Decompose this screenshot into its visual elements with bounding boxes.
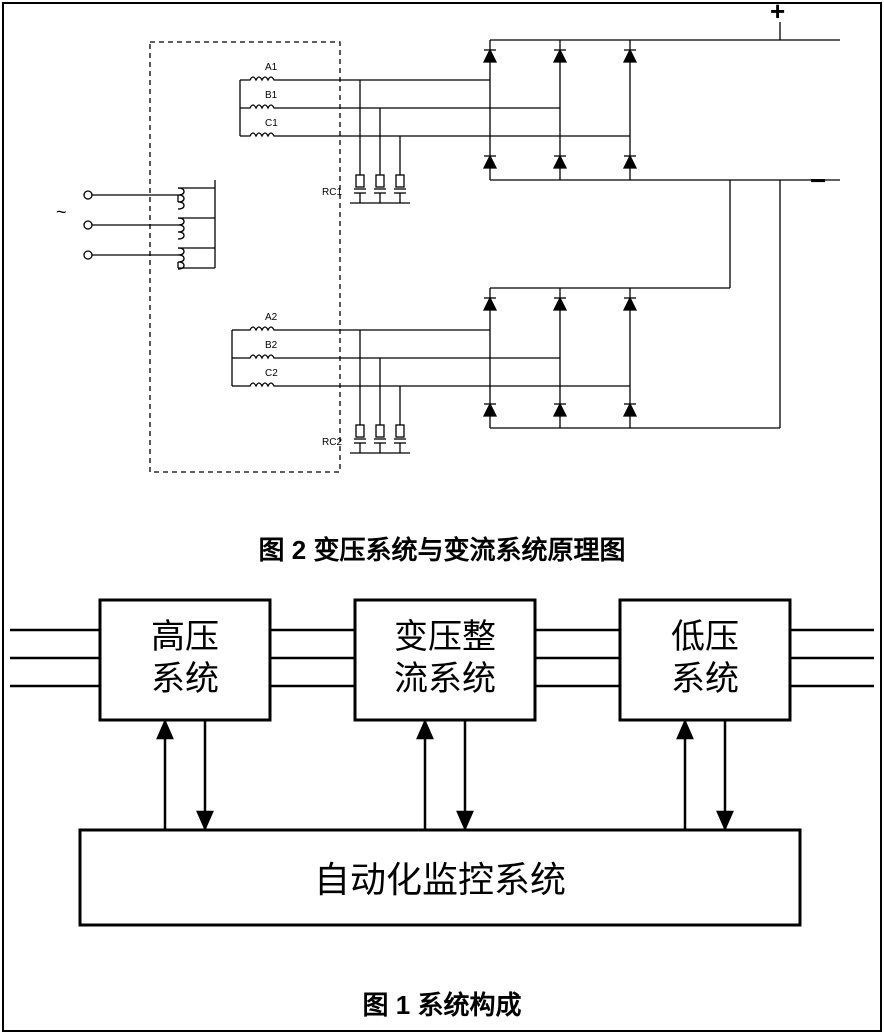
svg-text:+: +	[770, 0, 785, 26]
svg-text:B1: B1	[265, 90, 278, 101]
svg-text:A1: A1	[265, 62, 278, 73]
lv-box-line2: 系统	[671, 660, 739, 698]
ac-symbol: ~	[56, 202, 67, 222]
automation-box-label: 自动化监控系统	[314, 859, 566, 900]
block-diagram: 高压 系统 变压整 流系统 低压 系统 自动化监控系统	[0, 580, 884, 980]
hv-box-line1: 高压	[151, 618, 219, 656]
svg-text:A2: A2	[265, 312, 278, 323]
figure2-caption: 图 2 变压系统与变流系统原理图	[0, 530, 884, 567]
hv-box-line2: 系统	[151, 660, 219, 698]
circuit-schematic: ~	[0, 0, 884, 500]
svg-text:RC1: RC1	[322, 187, 342, 198]
svg-text:C2: C2	[265, 368, 278, 379]
svg-text:RC2: RC2	[322, 437, 342, 448]
lv-box-line1: 低压	[671, 618, 739, 656]
xfr-box-line1: 变压整	[394, 618, 496, 656]
figure1-caption: 图 1 系统构成	[0, 985, 884, 1022]
svg-text:B2: B2	[265, 340, 278, 351]
svg-text:C1: C1	[265, 118, 278, 129]
xfr-box-line2: 流系统	[394, 660, 496, 698]
